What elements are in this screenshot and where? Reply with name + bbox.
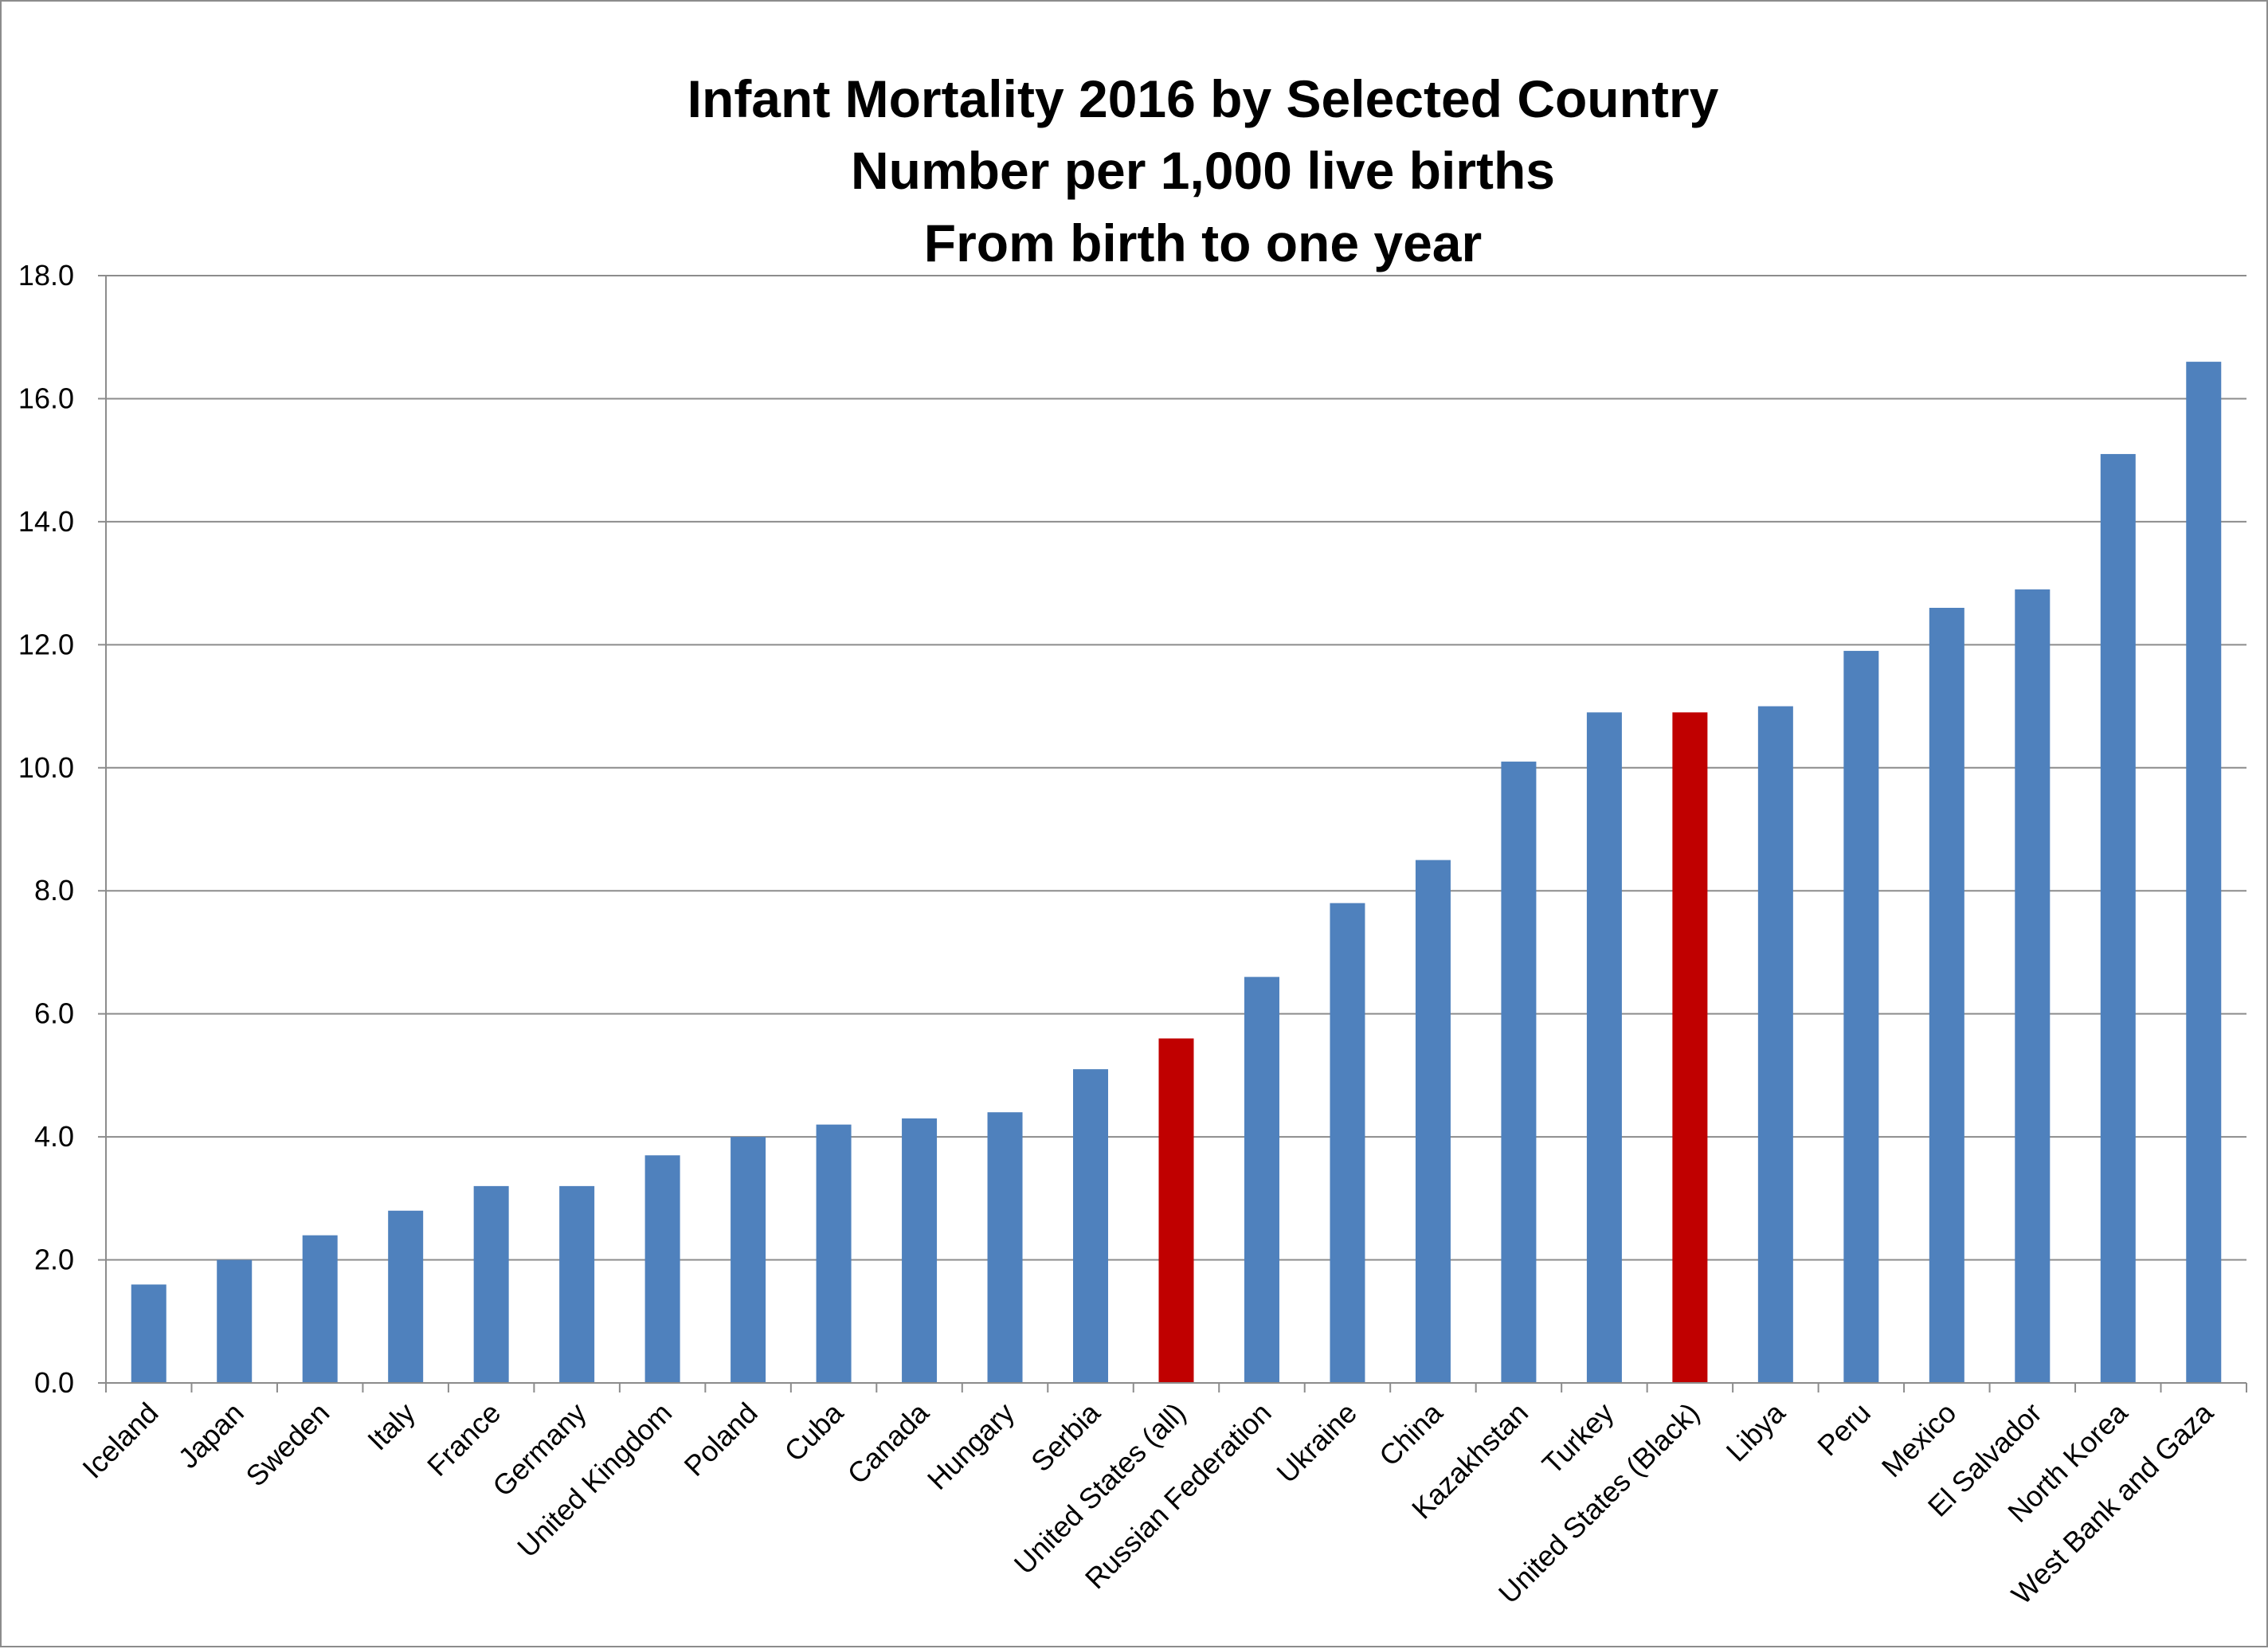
x-category-label: Hungary	[921, 1396, 1020, 1496]
x-category-label: Libya	[1720, 1396, 1792, 1468]
y-tick-label: 10.0	[18, 751, 74, 784]
bar	[902, 1118, 938, 1383]
x-category-label: Ukraine	[1270, 1396, 1363, 1490]
bar	[2186, 362, 2222, 1384]
chart-title-line-3: From birth to one year	[924, 213, 1482, 272]
x-category-label: Cuba	[778, 1396, 850, 1468]
x-category-label: Mexico	[1875, 1396, 1963, 1484]
y-tick-label: 4.0	[34, 1120, 74, 1153]
axes	[98, 275, 2247, 1392]
y-tick-label: 8.0	[34, 874, 74, 907]
y-tick-label: 12.0	[18, 628, 74, 660]
bar	[1244, 977, 1279, 1383]
bar-highlighted	[1672, 712, 1708, 1383]
y-tick-label: 6.0	[34, 997, 74, 1030]
y-tick-label: 16.0	[18, 382, 74, 414]
bar	[302, 1235, 338, 1383]
x-category-label: Iceland	[76, 1396, 164, 1485]
x-category-label: Serbia	[1024, 1396, 1107, 1478]
x-category-label: Italy	[361, 1396, 421, 1457]
gridlines	[106, 275, 2246, 1261]
y-tick-label: 14.0	[18, 505, 74, 538]
x-category-label: United Kingdom	[511, 1396, 678, 1564]
bar	[816, 1124, 852, 1383]
bar	[731, 1137, 766, 1383]
bar	[644, 1155, 680, 1383]
x-category-label: Japan	[172, 1396, 250, 1475]
x-category-label: Turkey	[1536, 1396, 1620, 1481]
bar	[1501, 762, 1537, 1383]
bar	[217, 1259, 253, 1383]
x-category-label: Peru	[1811, 1396, 1877, 1463]
chart-title-line-2: Number per 1,000 live births	[851, 141, 1555, 200]
bar-highlighted	[1158, 1038, 1194, 1383]
bar	[1929, 608, 1964, 1383]
bar	[559, 1185, 595, 1383]
x-category-label: Canada	[841, 1396, 936, 1490]
bar	[2015, 589, 2051, 1383]
bar	[1757, 706, 1793, 1383]
y-tick-label: 2.0	[34, 1244, 74, 1276]
bar	[1415, 860, 1451, 1383]
x-category-label: France	[421, 1396, 507, 1483]
bar	[987, 1112, 1023, 1383]
bars	[131, 362, 2222, 1384]
y-axis-tick-labels: 0.0 2.0 4.0 6.0 8.0 10.0 12.0 14.0 16.0 18.0	[18, 259, 74, 1399]
x-category-label: Poland	[677, 1396, 763, 1483]
bar	[473, 1185, 509, 1383]
bar	[1843, 651, 1879, 1383]
x-category-label: China	[1373, 1396, 1449, 1472]
bar	[1073, 1069, 1109, 1383]
y-tick-label: 0.0	[34, 1366, 74, 1399]
bar	[388, 1210, 424, 1383]
x-category-label: Sweden	[239, 1396, 335, 1493]
chart-title: Infant Mortality 2016 by Selected Countr…	[687, 69, 1719, 272]
bar	[131, 1284, 166, 1383]
y-tick-label: 18.0	[18, 259, 74, 292]
chart-title-line-1: Infant Mortality 2016 by Selected Countr…	[687, 69, 1719, 128]
bar	[1586, 712, 1622, 1383]
bar	[2100, 453, 2136, 1383]
bar	[1330, 903, 1365, 1383]
